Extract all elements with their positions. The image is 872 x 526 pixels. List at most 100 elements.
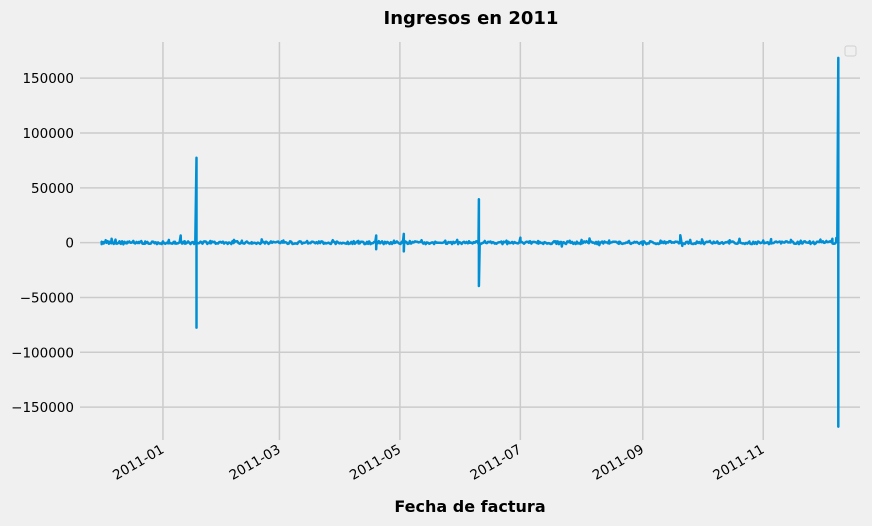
data-point: [114, 239, 117, 241]
data-point: [608, 239, 610, 242]
data-point: [184, 240, 186, 242]
y-tick-label: 50000: [31, 181, 74, 197]
data-point: [270, 241, 273, 243]
data-point: [729, 239, 731, 241]
y-tick-label: −100000: [11, 345, 74, 361]
data-point: [810, 243, 812, 245]
data-point: [209, 240, 211, 242]
data-point: [835, 237, 837, 239]
data-point: [111, 238, 113, 240]
data-point: [588, 237, 591, 240]
data-point: [468, 240, 470, 242]
data-point: [628, 240, 630, 242]
data-point: [547, 242, 549, 244]
data-point: [837, 57, 839, 59]
data-point: [251, 243, 253, 245]
x-tick-label: 2011-01: [110, 442, 167, 484]
data-point: [581, 239, 583, 241]
data-point: [375, 248, 377, 250]
y-tick-label: 0: [65, 236, 74, 252]
data-point: [113, 242, 115, 244]
data-point: [432, 242, 435, 244]
data-point: [537, 240, 539, 242]
data-point: [109, 241, 111, 243]
data-point: [233, 239, 235, 241]
data-point: [409, 240, 411, 242]
data-point: [223, 242, 225, 244]
series-layer: [100, 56, 840, 428]
data-point: [101, 240, 103, 242]
chart-title: Ingresos en 2011: [384, 8, 559, 29]
y-tick-label: −50000: [20, 290, 74, 306]
data-point: [701, 238, 703, 240]
data-point: [681, 245, 683, 247]
data-point: [569, 240, 571, 242]
data-point: [241, 240, 243, 242]
data-point: [505, 240, 508, 242]
data-point: [831, 238, 834, 240]
data-point: [306, 240, 308, 242]
data-point: [825, 240, 828, 242]
data-point: [618, 241, 620, 243]
data-point: [719, 243, 721, 245]
data-point: [122, 243, 124, 245]
data-point: [421, 239, 423, 241]
data-point: [105, 239, 107, 241]
data-point: [484, 240, 486, 242]
data-point: [348, 243, 350, 245]
data-point: [679, 234, 681, 236]
x-tick-labels: 2011-01 2011-03 2011-05 2011-07 2011-09 2011-…: [110, 442, 767, 484]
data-point: [770, 238, 772, 240]
data-point: [598, 244, 600, 246]
data-point: [689, 239, 691, 241]
data-point: [118, 240, 121, 242]
data-point: [195, 157, 198, 159]
data-point: [168, 239, 170, 241]
data-point: [790, 239, 792, 241]
data-point: [357, 240, 359, 242]
data-point: [527, 241, 529, 243]
data-point: [650, 240, 652, 242]
data-point: [138, 242, 140, 244]
data-point: [282, 239, 284, 242]
data-point: [103, 242, 105, 245]
data-point: [738, 238, 741, 240]
x-tick-label: 2011-05: [347, 442, 404, 484]
x-tick-label: 2011-07: [468, 442, 525, 484]
data-point: [195, 327, 198, 329]
y-tick-label: −150000: [11, 400, 74, 416]
data-point: [132, 240, 134, 242]
data-point: [174, 242, 176, 244]
x-axis-label: Fecha de factura: [394, 497, 545, 516]
data-point: [478, 285, 480, 287]
legend-box: [844, 45, 857, 57]
data-point: [381, 240, 383, 242]
data-point: [837, 426, 839, 428]
data-point: [456, 239, 458, 241]
data-point: [403, 250, 405, 252]
data-point: [403, 233, 405, 235]
data-point: [819, 239, 822, 241]
data-point: [332, 239, 334, 241]
x-tick-label: 2011-03: [227, 442, 284, 484]
data-point: [444, 240, 446, 242]
data-point: [800, 240, 802, 242]
data-point: [393, 240, 395, 242]
data-point: [296, 242, 298, 244]
data-point: [261, 238, 263, 240]
x-tick-label: 2011-09: [590, 442, 647, 484]
data-point: [367, 241, 369, 243]
data-point: [780, 242, 782, 245]
y-tick-label: 150000: [22, 71, 74, 87]
data-point: [669, 241, 672, 243]
data-point: [709, 240, 711, 242]
y-tick-label: 100000: [22, 126, 74, 142]
data-point: [478, 198, 480, 200]
data-point: [519, 237, 522, 239]
revenue-line: [100, 56, 840, 428]
y-tick-labels: 150000 100000 50000 0 −50000 −100000 −150000: [11, 71, 74, 416]
data-point: [561, 245, 563, 248]
data-point: [375, 234, 377, 237]
data-point: [762, 239, 764, 242]
